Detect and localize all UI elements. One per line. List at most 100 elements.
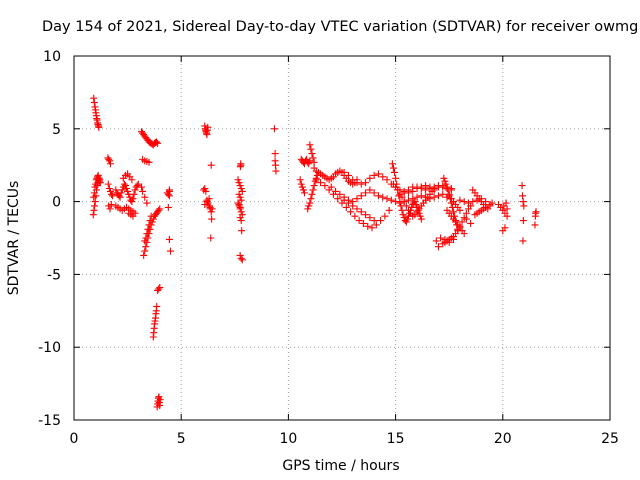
data-point: [395, 192, 403, 200]
data-point: [430, 193, 438, 201]
data-point: [437, 234, 445, 242]
data-point: [503, 212, 511, 220]
data-point: [404, 186, 412, 194]
data-point: [387, 196, 395, 204]
data-point: [237, 196, 245, 204]
data-point: [297, 180, 305, 188]
data-point: [95, 123, 103, 131]
y-tick-labels: -15 -10 -5 0 5 10: [38, 49, 61, 429]
data-point: [368, 224, 376, 232]
data-point: [353, 205, 361, 213]
data-point: [156, 396, 164, 404]
data-point: [379, 193, 387, 201]
data-point: [299, 186, 307, 194]
x-tick-label: 5: [177, 431, 186, 447]
data-point: [467, 219, 475, 227]
data-point: [370, 171, 378, 179]
data-point: [411, 198, 419, 206]
data-point: [165, 235, 173, 243]
data-point: [105, 184, 113, 192]
x-tick-label: 0: [70, 431, 79, 447]
data-point: [334, 195, 342, 203]
data-point: [236, 163, 244, 171]
data-point: [106, 160, 114, 168]
data-point: [400, 198, 408, 206]
data-point: [141, 193, 149, 201]
data-point: [403, 215, 411, 223]
data-point: [392, 174, 400, 182]
data-point: [90, 99, 98, 107]
data-point: [90, 94, 98, 102]
data-point: [123, 184, 131, 192]
data-point: [128, 198, 136, 206]
data-point: [414, 206, 422, 214]
data-point: [416, 212, 424, 220]
data-point: [124, 187, 132, 195]
data-point: [344, 171, 352, 179]
data-point: [104, 180, 112, 188]
data-point: [238, 256, 246, 264]
data-point: [155, 285, 163, 293]
data-points: [89, 94, 540, 411]
data-point: [309, 186, 317, 194]
data-point: [503, 205, 511, 213]
data-point: [389, 164, 397, 172]
data-point: [501, 224, 509, 232]
data-point: [117, 189, 125, 197]
data-point: [238, 187, 246, 195]
data-point: [236, 182, 244, 190]
data-point: [208, 205, 216, 213]
data-point: [383, 195, 391, 203]
data-point: [443, 183, 451, 191]
x-tick-label: 20: [494, 431, 512, 447]
data-point: [112, 186, 120, 194]
data-point: [96, 177, 104, 185]
data-point: [402, 202, 410, 210]
data-point: [413, 193, 421, 201]
grid-lines: [74, 56, 610, 420]
data-point: [518, 182, 526, 190]
y-tick-label: 10: [43, 49, 61, 65]
data-point: [271, 150, 279, 158]
data-point: [357, 192, 365, 200]
data-point: [344, 199, 352, 207]
data-point: [357, 208, 365, 216]
data-point: [154, 139, 162, 147]
y-tick-label: -15: [38, 413, 61, 429]
data-point: [366, 174, 374, 182]
data-point: [205, 195, 213, 203]
data-point: [532, 209, 540, 217]
data-point: [310, 182, 318, 190]
chart-title: Day 154 of 2021, Sidereal Day-to-day VTE…: [42, 19, 638, 35]
data-point: [304, 205, 312, 213]
data-point: [309, 154, 317, 162]
data-point: [305, 160, 313, 168]
data-point: [519, 192, 527, 200]
data-point: [404, 196, 412, 204]
data-point: [207, 208, 215, 216]
data-point: [336, 190, 344, 198]
data-point: [126, 193, 134, 201]
data-point: [400, 189, 408, 197]
data-point: [156, 284, 164, 292]
data-point: [94, 173, 102, 181]
data-point: [460, 230, 468, 238]
data-point: [398, 206, 406, 214]
data-point: [417, 215, 425, 223]
data-point: [519, 198, 527, 206]
data-point: [353, 179, 361, 187]
data-point: [109, 192, 117, 200]
data-point: [130, 190, 138, 198]
data-point: [353, 195, 361, 203]
data-point: [237, 217, 245, 225]
data-point: [340, 196, 348, 204]
data-point: [462, 215, 470, 223]
data-point: [107, 201, 115, 209]
data-point: [464, 199, 472, 207]
data-point: [488, 199, 496, 207]
data-point: [469, 198, 477, 206]
data-point: [434, 192, 442, 200]
data-point: [207, 161, 215, 169]
x-tick-labels: 0 5 10 15 20 25: [70, 431, 619, 447]
